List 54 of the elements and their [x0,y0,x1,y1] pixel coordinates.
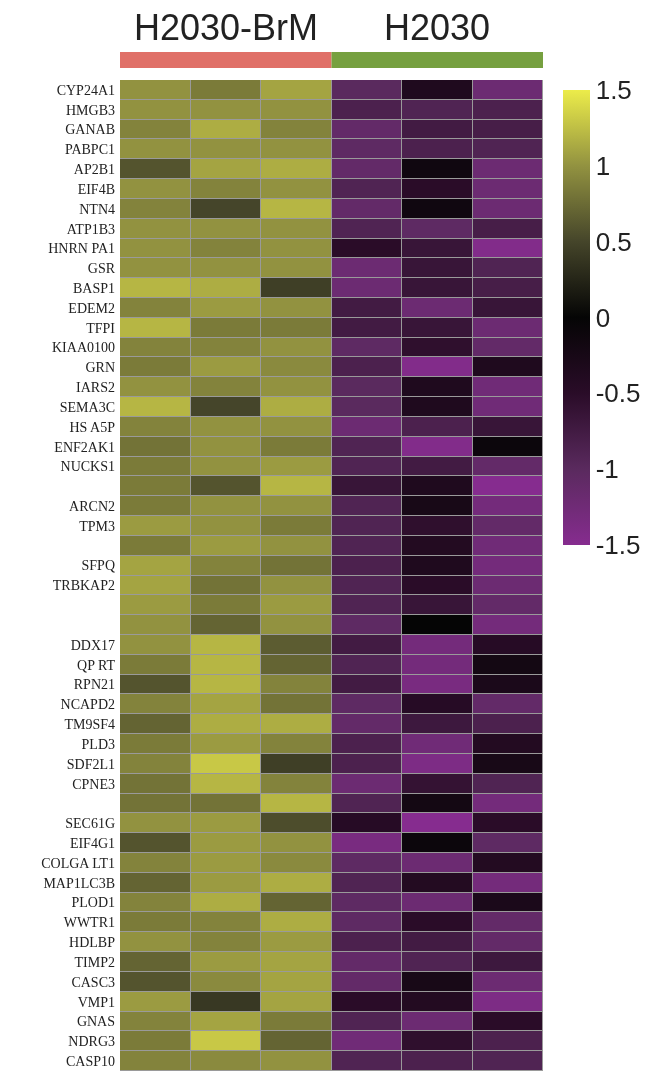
color-bar-label: 0.5 [595,226,632,257]
y-tick-label: CYP24A1 [56,82,115,98]
y-tick-label: DDX17 [70,637,115,653]
y-tick-label: SEC61G [65,816,115,832]
y-tick-label: NUCKS1 [60,459,115,475]
y-tick-label: RPN21 [73,677,115,693]
y-tick-label: QP RT [77,657,116,673]
y-tick-label: ATP1B3 [66,221,115,237]
y-tick-label: NDRG3 [68,1034,115,1050]
y-tick-label: PABPC1 [64,142,115,158]
y-tick-label: TPM3 [79,518,115,534]
y-tick-label: SDF2L1 [66,756,115,772]
text: H2030-BrM [134,7,319,48]
y-tick-label: IARS2 [76,380,115,396]
y-tick-label: GNAS [76,1014,115,1030]
y-tick-label: TIMP2 [74,954,115,970]
y-tick-label: HNRN PA1 [48,241,115,257]
y-tick-label: TM9SF4 [64,717,115,733]
y-tick-label: SEMA3C [59,399,115,415]
y-tick-label: CPNE3 [72,776,115,792]
color-bar-label: 0 [595,302,611,333]
y-tick-label: EDEM2 [68,300,115,316]
y-tick-label: NCAPD2 [60,697,115,713]
y-tick-label: CASC3 [71,974,115,990]
y-tick-label: NTN4 [79,201,115,217]
y-tick-label: BASP1 [72,281,115,297]
y-tick-label: CASP10 [65,1053,115,1069]
y-tick-label: GANAB [65,122,115,138]
color-bar-label: 1.5 [595,75,632,106]
y-tick-label: ARCN2 [69,499,115,515]
text: H2030 [384,7,491,48]
y-tick-label: AP2B1 [73,162,115,178]
color-bar-label: -1.5 [595,530,641,561]
color-bar-label: -1 [595,454,619,485]
y-tick-label: KIAA0100 [52,340,115,356]
y-tick-label: TRBKAP2 [52,578,115,594]
y-tick-label: WWTR1 [63,915,115,931]
y-tick-label: HDLBP [69,935,116,951]
y-tick-label: TFPI [86,320,116,336]
y-tick-label: SFPQ [81,558,115,574]
y-tick-label: MAP1LC3B [43,875,115,891]
y-tick-label: PLD3 [81,736,115,752]
y-tick-label: COLGA LT1 [41,855,115,871]
color-bar-label: 1 [595,150,611,181]
y-tick-label: EIF4B [77,181,115,197]
y-tick-label: PLOD1 [71,895,115,911]
y-tick-label: HS A5P [69,419,116,435]
y-tick-label: VMP1 [77,994,115,1010]
y-tick-label: GRN [85,360,115,376]
y-tick-label: HMGB3 [65,102,115,118]
y-tick-label: GSR [87,261,116,277]
y-tick-label: EIF4G1 [69,835,115,851]
y-tick-label: ENF2AK1 [54,439,115,455]
color-bar-label: -0.5 [595,378,641,409]
